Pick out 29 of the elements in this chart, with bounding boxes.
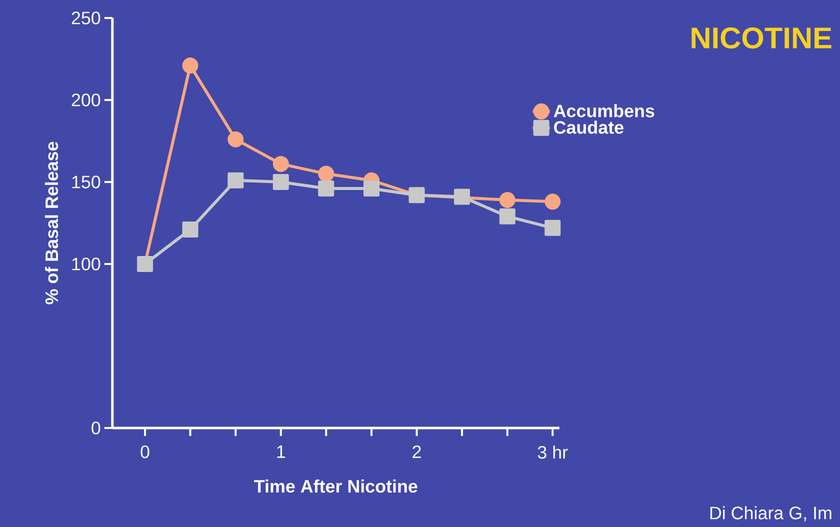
x-tick-label: 0	[140, 445, 150, 458]
x-axis-title: Time After Nicotine	[254, 480, 418, 493]
text: NICOTINE	[692, 27, 832, 49]
point	[499, 192, 516, 208]
point	[182, 58, 198, 74]
x-tick-label: 1	[277, 446, 285, 458]
y-tick-label: 0	[92, 422, 100, 434]
y-tick-label: 250	[72, 12, 100, 24]
y-tick-label: 100	[72, 258, 100, 270]
point	[272, 156, 289, 172]
point	[318, 166, 334, 182]
point	[544, 194, 561, 210]
point	[272, 174, 289, 190]
point	[182, 222, 198, 238]
point	[228, 172, 244, 188]
y-axis-title: % of Basal Release	[44, 142, 58, 304]
x-tick-label: 3 hr	[538, 446, 568, 459]
point	[318, 180, 334, 197]
point	[228, 131, 244, 148]
legend-label: Caudate	[554, 120, 624, 134]
point	[544, 220, 561, 236]
point	[454, 188, 470, 205]
x-tick-label: 2	[412, 445, 421, 458]
y-tick-label: 200	[72, 94, 100, 106]
legend-label: Accumbens	[554, 104, 654, 118]
point	[499, 208, 516, 224]
point	[364, 180, 380, 197]
text: Di Chiara G, Im	[710, 506, 832, 522]
y-tick-label: 150	[72, 176, 100, 188]
